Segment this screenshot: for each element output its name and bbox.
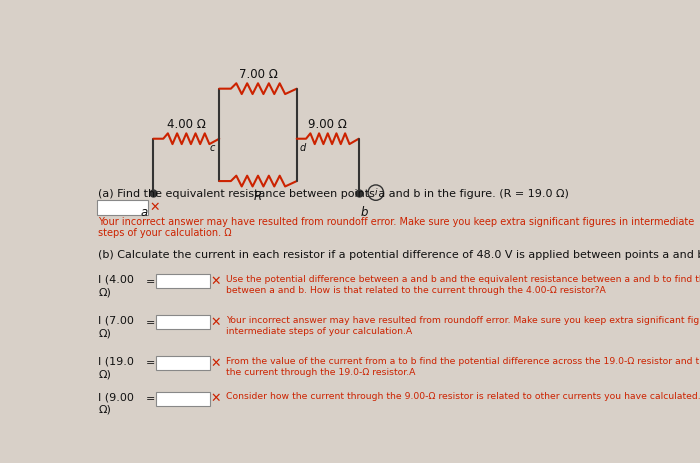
Text: Your incorrect answer may have resulted from roundoff error. Make sure you keep : Your incorrect answer may have resulted … (226, 316, 700, 336)
Text: b: b (360, 206, 368, 219)
Text: R: R (254, 190, 262, 203)
FancyBboxPatch shape (156, 274, 209, 288)
Text: I (19.0
Ω): I (19.0 Ω) (98, 357, 134, 379)
Text: c: c (210, 143, 216, 153)
Text: I (7.00
Ω): I (7.00 Ω) (98, 316, 134, 338)
Text: ✕: ✕ (210, 392, 220, 406)
Text: (a) Find the equivalent resistance between points a and b in the figure. (R = 19: (a) Find the equivalent resistance betwe… (98, 189, 569, 199)
Text: 4.00 Ω: 4.00 Ω (167, 118, 206, 131)
Text: =: = (146, 358, 155, 369)
Text: i: i (374, 188, 377, 197)
Text: d: d (300, 143, 306, 153)
Text: ✕: ✕ (210, 316, 220, 329)
Text: a: a (141, 206, 148, 219)
Text: ✕: ✕ (210, 357, 220, 370)
Text: =: = (146, 394, 155, 404)
Text: I (9.00
Ω): I (9.00 Ω) (98, 393, 134, 415)
FancyBboxPatch shape (97, 200, 148, 215)
Text: Use the potential difference between a and b and the equivalent resistance betwe: Use the potential difference between a a… (226, 275, 700, 295)
FancyBboxPatch shape (156, 356, 209, 370)
FancyBboxPatch shape (156, 315, 209, 329)
Text: ✕: ✕ (210, 275, 220, 288)
Text: I (4.00
Ω): I (4.00 Ω) (98, 275, 134, 297)
Text: =: = (146, 276, 155, 287)
Text: Your incorrect answer may have resulted from roundoff error. Make sure you keep : Your incorrect answer may have resulted … (98, 217, 694, 238)
Text: 9.00 Ω: 9.00 Ω (308, 118, 347, 131)
Text: 7.00 Ω: 7.00 Ω (239, 68, 277, 81)
FancyBboxPatch shape (156, 392, 209, 406)
Text: =: = (146, 318, 155, 328)
Text: (b) Calculate the current in each resistor if a potential difference of 48.0 V i: (b) Calculate the current in each resist… (98, 250, 700, 260)
Text: Consider how the current through the 9.00-Ω resistor is related to other current: Consider how the current through the 9.0… (226, 393, 700, 401)
Text: ✕: ✕ (150, 201, 160, 214)
Text: From the value of the current from a to b find the potential difference across t: From the value of the current from a to … (226, 357, 700, 377)
